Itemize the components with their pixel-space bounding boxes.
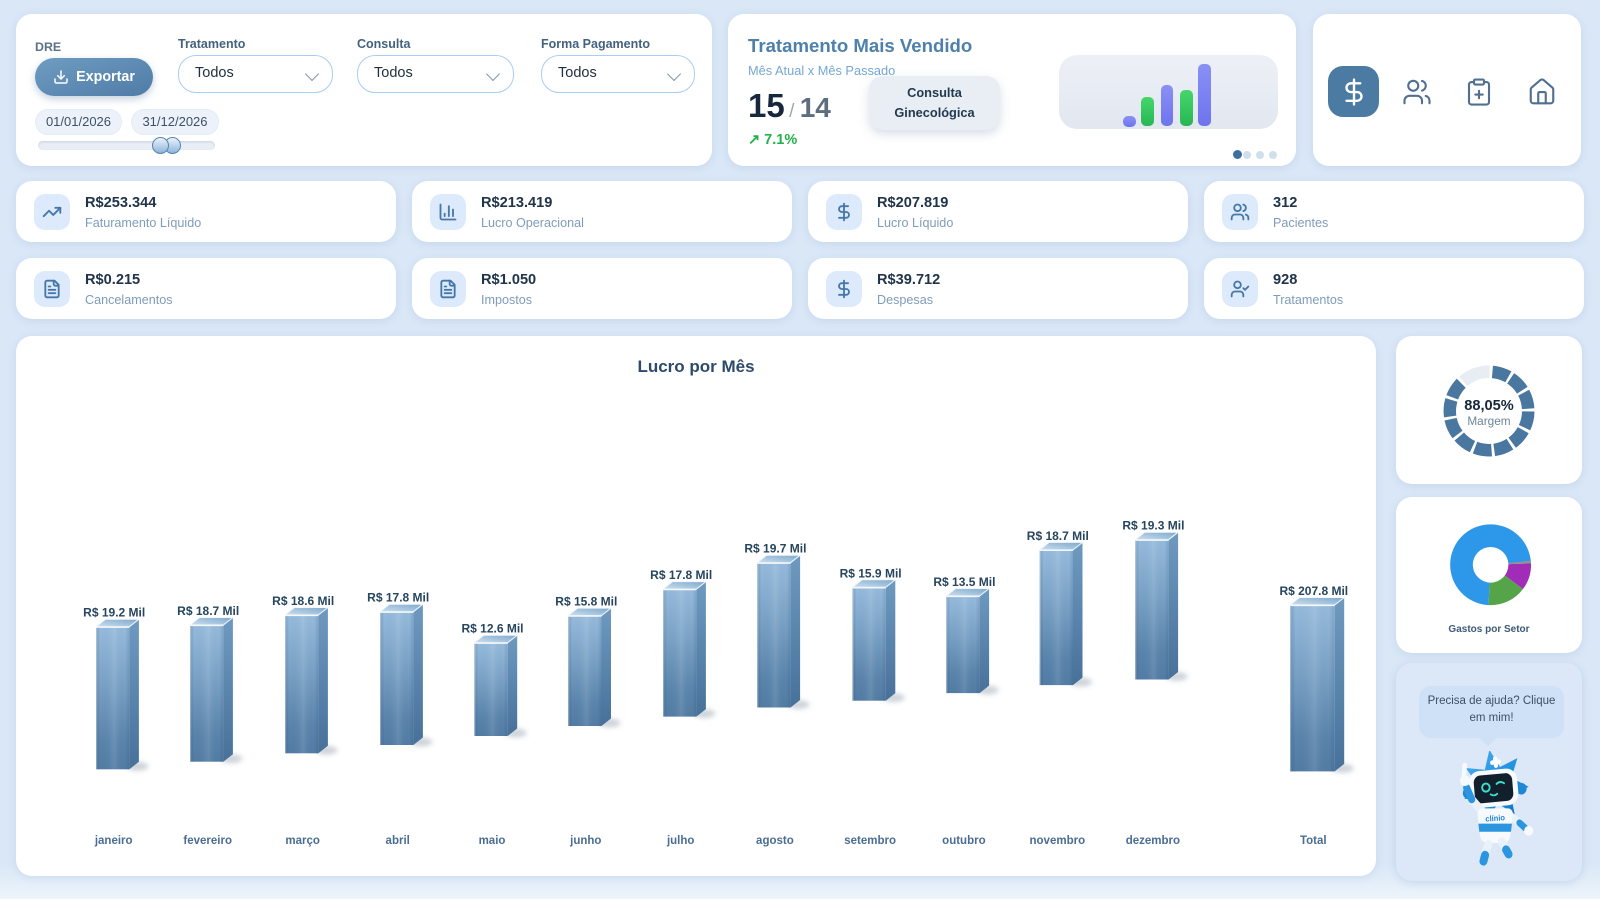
- svg-text:88,05%: 88,05%: [1464, 398, 1514, 414]
- svg-text:agosto: agosto: [756, 835, 794, 847]
- svg-text:R$ 12.6 Mil: R$ 12.6 Mil: [461, 622, 523, 636]
- svg-text:fevereiro: fevereiro: [183, 835, 232, 847]
- svg-text:abril: abril: [386, 835, 410, 847]
- svg-text:maio: maio: [479, 835, 506, 847]
- svg-text:Total: Total: [1300, 835, 1327, 847]
- svg-text:Margem: Margem: [1467, 414, 1510, 428]
- svg-text:Gastos por Setor: Gastos por Setor: [1448, 624, 1529, 635]
- svg-text:R$ 18.7 Mil: R$ 18.7 Mil: [1027, 529, 1089, 543]
- svg-text:dezembro: dezembro: [1126, 835, 1180, 847]
- svg-text:R$ 19.3 Mil: R$ 19.3 Mil: [1122, 519, 1184, 533]
- svg-text:R$ 13.5 Mil: R$ 13.5 Mil: [933, 575, 995, 589]
- svg-text:clínio: clínio: [1485, 813, 1505, 824]
- svg-text:R$ 19.7 Mil: R$ 19.7 Mil: [744, 542, 806, 556]
- svg-text:março: março: [285, 835, 320, 847]
- svg-text:R$ 18.6 Mil: R$ 18.6 Mil: [272, 594, 334, 608]
- svg-text:R$ 17.8 Mil: R$ 17.8 Mil: [650, 568, 712, 582]
- svg-text:julho: julho: [666, 835, 694, 847]
- svg-text:R$ 19.2 Mil: R$ 19.2 Mil: [83, 606, 145, 620]
- svg-text:R$ 15.9 Mil: R$ 15.9 Mil: [840, 566, 902, 580]
- svg-text:R$ 15.8 Mil: R$ 15.8 Mil: [555, 595, 617, 609]
- svg-text:R$ 17.8 Mil: R$ 17.8 Mil: [367, 591, 429, 605]
- svg-text:janeiro: janeiro: [94, 835, 133, 847]
- svg-text:junho: junho: [569, 835, 601, 847]
- svg-text:setembro: setembro: [844, 835, 896, 847]
- svg-text:R$ 207.8 Mil: R$ 207.8 Mil: [1279, 584, 1348, 598]
- svg-text:novembro: novembro: [1030, 835, 1086, 847]
- svg-text:R$ 18.7 Mil: R$ 18.7 Mil: [177, 604, 239, 618]
- svg-text:outubro: outubro: [942, 835, 985, 847]
